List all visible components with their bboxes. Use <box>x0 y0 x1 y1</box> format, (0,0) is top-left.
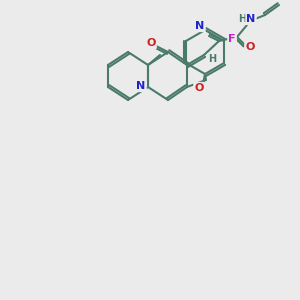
Text: N: N <box>246 14 256 24</box>
Text: N: N <box>195 21 205 31</box>
Text: O: O <box>146 38 156 48</box>
Text: H: H <box>208 54 216 64</box>
Text: N: N <box>136 81 146 91</box>
Text: H: H <box>238 14 246 24</box>
Text: F: F <box>228 34 236 44</box>
Text: O: O <box>245 42 255 52</box>
Text: O: O <box>194 83 204 93</box>
